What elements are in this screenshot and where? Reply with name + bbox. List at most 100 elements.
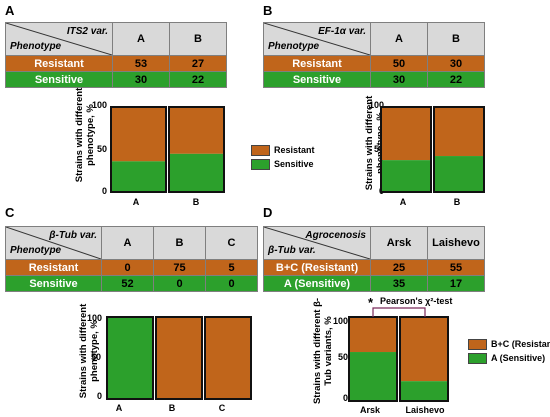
bar-outline — [399, 316, 449, 402]
table-d-row-label: B+C (Resistant) — [263, 259, 371, 276]
table-c-cell: 52 — [101, 275, 154, 292]
diagonal-line — [264, 23, 370, 55]
legend-item: Sensitive — [251, 157, 315, 171]
table-c-row-label: Sensitive — [5, 275, 102, 292]
legend-swatch-resistant — [251, 145, 270, 157]
chart-a-ylabel: Strains with different phenotype, % — [74, 87, 96, 183]
table-b-cell: 22 — [427, 71, 485, 88]
chart-d-ylabel: Strains with different β-Tub variants, % — [312, 297, 334, 405]
table-d: Agrocenosis β-Tub var. Arsk Laishevo B+C… — [263, 226, 485, 292]
table-d-var: Agrocenosis — [305, 230, 366, 241]
chart-d-xlabel: Arsk — [359, 405, 380, 415]
legend-item: Resistant — [251, 143, 315, 157]
diagonal-line — [6, 23, 112, 55]
chart-d-xlabel: Laishevo — [405, 405, 445, 415]
legend-swatch-sensitive — [468, 353, 487, 365]
chart-c-ytick: 100 — [87, 313, 103, 323]
chart-b-plot — [380, 106, 485, 193]
table-d-cell: 35 — [370, 275, 428, 292]
bar-segment-sensitive — [169, 153, 224, 192]
table-b-cell: 30 — [370, 71, 428, 88]
bar-segment-resistant — [349, 317, 397, 353]
significance-bracket — [372, 307, 426, 317]
table-a-cell: 30 — [112, 71, 170, 88]
chart-a-plot — [110, 106, 225, 193]
bar-segment-resistant — [381, 107, 431, 161]
bar-outline — [168, 106, 225, 193]
bar-segment-resistant — [156, 317, 202, 399]
chart-d-ytick: 100 — [333, 316, 349, 326]
legend-label: B+C (Resistant) — [491, 339, 550, 349]
panel-label-a: A — [5, 3, 15, 18]
bar-segment-sensitive — [400, 381, 448, 401]
chart-d-legend: B+C (Resistant) A (Sensitive) — [468, 337, 550, 365]
bar-outline — [380, 106, 432, 193]
table-a-cell: 53 — [112, 55, 170, 72]
chart-a-ytick: 0 — [102, 186, 108, 196]
table-a-phen: Phenotype — [10, 41, 62, 52]
table-d-corner: Agrocenosis β-Tub var. — [263, 226, 371, 260]
table-b-cell: 50 — [370, 55, 428, 72]
chart-c-plot — [106, 316, 252, 400]
table-a-cell: 27 — [169, 55, 227, 72]
chart-d-ytick: 50 — [338, 352, 349, 362]
table-a-col: A — [112, 22, 170, 56]
chart-c-ytick: 50 — [91, 352, 102, 362]
bar-outline — [433, 106, 485, 193]
legend-item: A (Sensitive) — [468, 351, 550, 365]
legend-swatch-resistant — [468, 339, 487, 351]
table-d-col: Laishevo — [427, 226, 485, 260]
chart-b-ytick: 50 — [374, 144, 385, 154]
table-c-cell: 75 — [153, 259, 206, 276]
table-b-col: B — [427, 22, 485, 56]
table-c-var: β-Tub var. — [49, 230, 97, 241]
table-c-cell: 0 — [153, 275, 206, 292]
table-b-row-label: Resistant — [263, 55, 371, 72]
chart-b-xlabel: B — [453, 197, 461, 207]
panel-label-d: D — [263, 205, 273, 220]
bar-segment-resistant — [205, 317, 251, 399]
chart-a-xlabel: A — [132, 197, 140, 207]
legend-label: A (Sensitive) — [491, 353, 546, 363]
table-c-col: C — [205, 226, 258, 260]
bar-segment-sensitive — [111, 161, 166, 192]
table-a-cell: 22 — [169, 71, 227, 88]
chart-d-annotation: Pearson's χ²-test — [380, 296, 453, 306]
chart-c-xlabel: C — [218, 403, 226, 413]
bar-segment-resistant — [111, 107, 166, 162]
chart-a-ytick: 50 — [97, 144, 108, 154]
bar-segment-sensitive — [107, 317, 153, 399]
table-a-col: B — [169, 22, 227, 56]
chart-a-xlabel: B — [192, 197, 200, 207]
table-d-cell: 25 — [370, 259, 428, 276]
bar-outline — [106, 316, 154, 400]
legend-item: B+C (Resistant) — [468, 337, 550, 351]
table-b: EF-1α var. Phenotype A B Resistant 50 30… — [263, 22, 485, 88]
table-a-var: ITS2 var. — [66, 26, 108, 37]
table-d-cell: 17 — [427, 275, 485, 292]
table-a: ITS2 var. Phenotype A B Resistant 53 27 … — [5, 22, 227, 88]
diagonal-line — [6, 227, 101, 259]
chart-b-ytick: 100 — [369, 100, 385, 110]
bar-segment-resistant — [434, 107, 484, 157]
table-a-row-label: Resistant — [5, 55, 113, 72]
table-a-corner: ITS2 var. Phenotype — [5, 22, 113, 56]
legend-swatch-sensitive — [251, 159, 270, 171]
chart-a-ytick: 100 — [92, 100, 108, 110]
panel-label-b: B — [263, 3, 273, 18]
table-b-var: EF-1α var. — [318, 26, 366, 37]
chart-a-legend: Resistant Sensitive — [251, 143, 315, 171]
table-b-row-label: Sensitive — [263, 71, 371, 88]
table-d-cell: 55 — [427, 259, 485, 276]
table-d-row-label: A (Sensitive) — [263, 275, 371, 292]
table-c-corner: β-Tub var. Phenotype — [5, 226, 102, 260]
table-c-cell: 5 — [205, 259, 258, 276]
bar-outline — [204, 316, 252, 400]
table-c-cell: 0 — [101, 259, 154, 276]
chart-c-xlabel: A — [115, 403, 123, 413]
table-c-row-label: Resistant — [5, 259, 102, 276]
table-b-phen: Phenotype — [268, 41, 320, 52]
legend-label: Sensitive — [274, 159, 314, 169]
bar-segment-sensitive — [381, 160, 431, 192]
chart-d-plot — [348, 307, 449, 402]
